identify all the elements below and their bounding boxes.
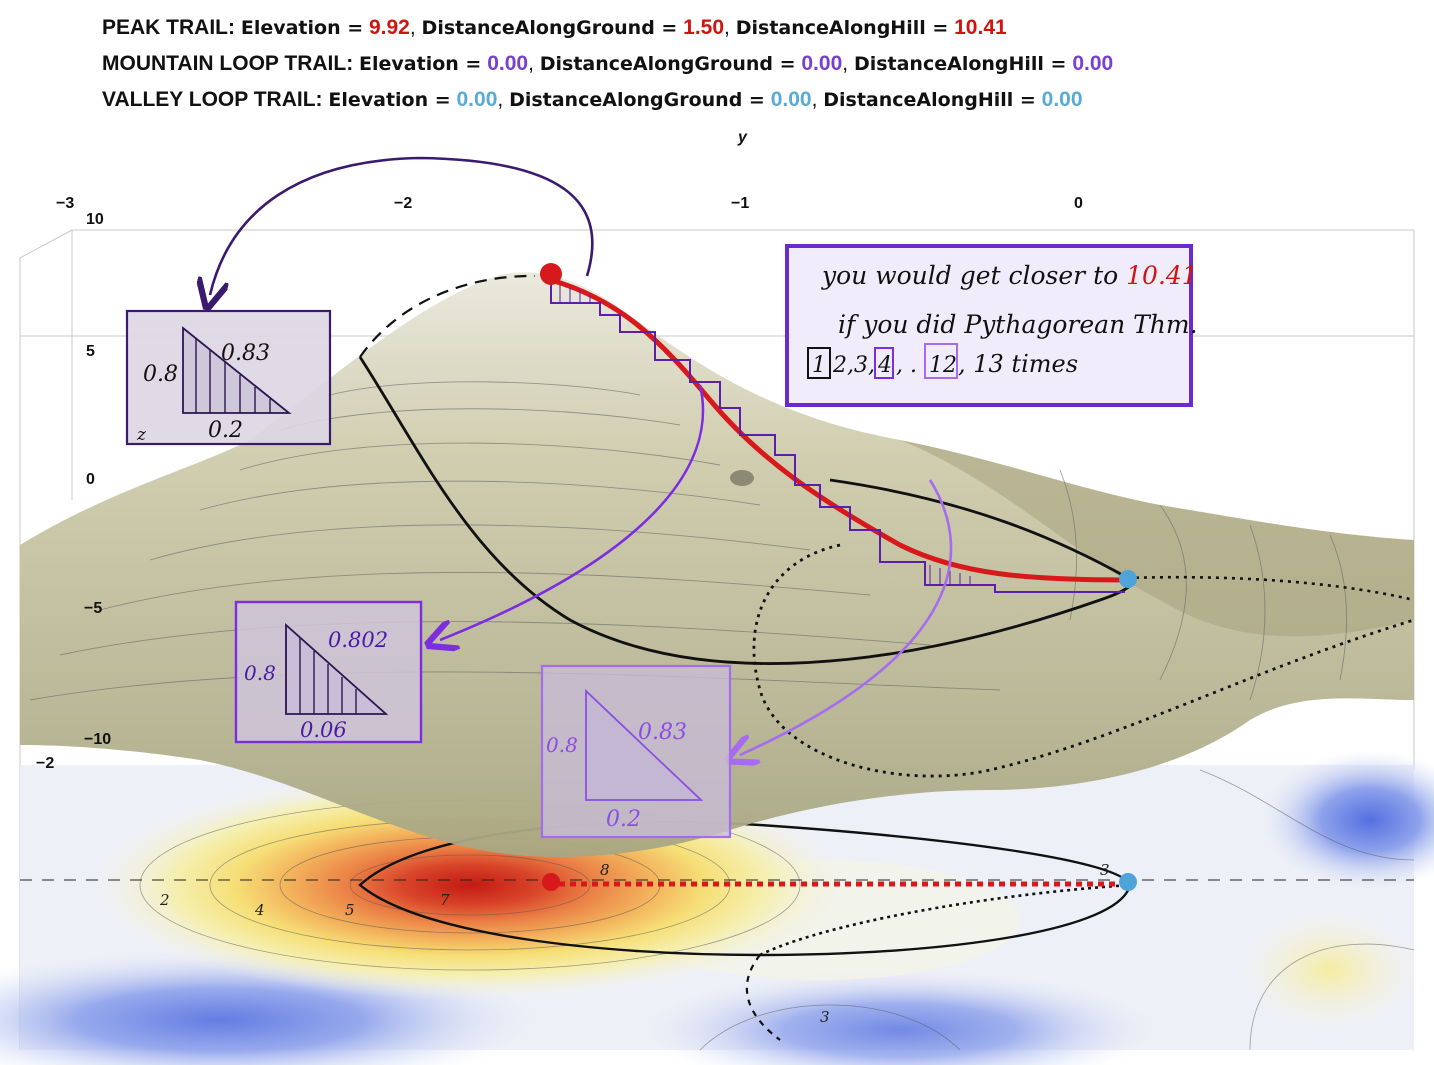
contour-label: 2 [159,891,170,909]
z-axis-label: z [136,425,147,445]
contour-label: 7 [440,891,450,909]
y-tick: 0 [1074,195,1083,212]
trail-name: VALLEY LOOP TRAIL: [102,88,323,111]
ground-value: 0.00 [770,88,812,111]
y-tick: −2 [394,195,412,212]
ground-label: DistanceAlongGround = [509,89,765,111]
y-tick: −3 [56,195,74,212]
svg-text:you would get closer to 10.41: you would get closer to 10.41 [821,261,1198,290]
note-value: 10.41 [1126,261,1198,290]
separator: , [497,88,504,111]
y-axis-label: y [737,129,748,146]
triangle-vertical-label: 0.8 [143,362,178,387]
separator: , [724,16,730,39]
ground-label: DistanceAlongGround = [539,53,796,75]
separator: , [842,52,849,75]
y-tick: −1 [731,195,749,212]
triangle-vertical-label: 0.8 [546,733,578,757]
triangle-hypotenuse-label: 0.802 [328,628,388,652]
note-line1: you would get closer to [821,261,1126,290]
elevation-label: Elevation = [328,89,451,111]
mountain-loop-readout: MOUNTAIN LOOP TRAIL: Elevation = 0.00, D… [102,46,1113,82]
hill-value: 10.41 [954,16,1007,39]
note-line3: , 13 times [958,350,1078,378]
z-tick: 5 [86,343,95,360]
triangle-hypotenuse-label: 0.83 [221,341,270,366]
hill-label: DistanceAlongHill = [853,53,1067,75]
elevation-value: 9.92 [368,16,410,39]
note-box-number: 1 [812,353,826,378]
note-line3: 2,3, [832,353,875,378]
z-tick: 10 [86,211,104,228]
z-tick: −5 [84,600,102,617]
elevation-value: 0.00 [487,52,529,75]
axis-labels: y −3 −2 −1 0 10 5 0 −5 −10 −2 [36,129,1083,772]
contour-floor: 2 4 5 7 8 3 3 [0,750,1434,1065]
trail-name: MOUNTAIN LOOP TRAIL: [102,52,354,75]
trail-readouts: PEAK TRAIL: Elevation = 9.92, DistanceAl… [102,10,1113,118]
elevation-label: Elevation = [359,53,482,75]
contour-label: 3 [820,1008,830,1026]
triangle-hypotenuse-label: 0.83 [638,720,687,745]
ground-value: 1.50 [683,16,725,39]
triangle-callout-mid: 0.8 0.802 0.06 [234,600,423,744]
note-box-number: 12 [929,353,957,378]
x-tick: −2 [36,755,54,772]
contour-label: 3 [1100,861,1110,879]
triangle-base-label: 0.2 [208,418,243,443]
ground-label: DistanceAlongGround = [421,17,678,39]
triangle-vertical-label: 0.8 [244,661,276,685]
annotation-arrows [210,156,953,755]
elevation-label: Elevation = [240,17,364,39]
hill-label: DistanceAlongHill = [823,89,1036,111]
pythagorean-note: you would get closer to 10.41 if you did… [785,244,1198,407]
contour-label: 8 [600,861,610,879]
note-line3: , . [896,353,917,378]
note-line2: if you did Pythagorean Thm. [838,310,1198,339]
triangle-callout-dark: 0.8 0.83 0.2 z [125,309,332,446]
peak-trail-readout: PEAK TRAIL: Elevation = 9.92, DistanceAl… [102,10,1113,46]
valley-loop-readout: VALLEY LOOP TRAIL: Elevation = 0.00, Dis… [102,82,1113,118]
separator: , [811,88,818,111]
hill-value: 0.00 [1072,52,1114,75]
peak-trail [540,263,1137,593]
separator: , [409,16,416,39]
separator: , [528,52,534,75]
ground-value: 0.00 [801,52,843,75]
z-tick: 0 [86,471,95,488]
hill-value: 0.00 [1041,88,1083,111]
contour-label: 4 [254,901,265,919]
triangle-base-label: 0.06 [300,718,347,742]
triangle-callout-light: 0.8 0.83 0.2 [540,664,732,839]
contour-label: 5 [345,901,355,919]
elevation-value: 0.00 [456,88,498,111]
triangle-base-label: 0.2 [606,807,641,832]
note-box-number: 4 [877,353,892,378]
z-tick: −10 [84,731,111,748]
hill-label: DistanceAlongHill = [735,17,949,39]
trail-name: PEAK TRAIL: [102,16,235,39]
